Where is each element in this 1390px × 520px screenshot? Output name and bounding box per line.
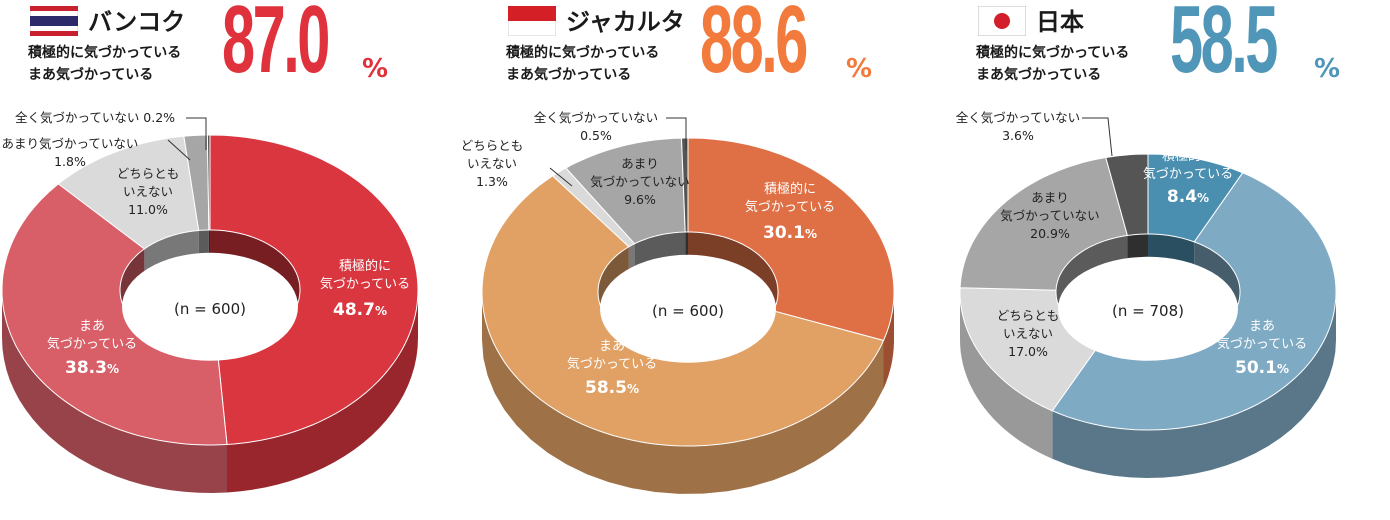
slice-label: 積極的に気づかっている (1143, 148, 1233, 182)
slice-label: 積極的に気づかっている (320, 258, 410, 292)
city-title: 日本 (1036, 8, 1084, 36)
hole (600, 254, 776, 363)
slice-side (960, 292, 1053, 459)
slice-value: 38.3% (65, 358, 119, 378)
panel-jakarta: ジャカルタ 積極的に気づかっている まあ気づかっている 88.6 % (478, 0, 938, 520)
city-title: ジャカルタ (566, 8, 685, 36)
summary-unit: % (1314, 54, 1341, 84)
slice-label: まあ気づかっている (47, 319, 137, 352)
slice-4 (680, 137, 689, 233)
hole (122, 252, 298, 361)
city-title: バンコク (88, 8, 186, 36)
slice-label: 全く気づかっていない 3.6% (956, 110, 1080, 143)
summary-unit: % (362, 54, 389, 84)
leader-line (167, 139, 191, 161)
summary-value: 87.0 (222, 0, 330, 93)
slice-value: 30.1% (763, 223, 817, 243)
summary-unit: % (846, 54, 873, 84)
sample-size-label: (n = 600) (652, 302, 724, 320)
slice-value: 48.7% (333, 300, 387, 320)
sample-size-label: (n = 600) (174, 300, 246, 318)
slice-side (883, 292, 894, 389)
leader-line (549, 167, 573, 187)
slice-label: あまり気づかっていない 1.8% (2, 136, 139, 169)
slice-value: 8.4% (1167, 187, 1209, 207)
thailand-flag-icon (30, 6, 78, 36)
slice-label: 全く気づかっていない 0.5% (534, 110, 658, 143)
slice-label: 全く気づかっていない 0.2% (15, 110, 175, 125)
leader-line (186, 117, 207, 150)
slice-label: まあ気づかっている (567, 339, 657, 372)
slice-label: どちらともいえない 11.0% (117, 166, 180, 217)
slice-value: 58.5% (585, 378, 639, 398)
slice-label: どちらともいえない 1.3% (461, 138, 524, 189)
slice-label: どちらともいえない 17.0% (997, 308, 1060, 359)
panel-japan: 日本 積極的に気づかっている まあ気づかっている 58.5 % (948, 0, 1390, 520)
leader-line (1082, 117, 1113, 157)
summary-value: 58.5 (1170, 0, 1278, 93)
donut-0: (n = 600) (1, 134, 419, 493)
donut-2: (n = 708) (959, 153, 1337, 478)
slice-side (227, 290, 418, 493)
slice-label: まあ気づかっている (1217, 319, 1307, 352)
donut-1: (n = 600) (481, 137, 895, 494)
hole (1058, 256, 1238, 361)
summary-caption: 積極的に気づかっている まあ気づかっている (28, 45, 182, 83)
summary-caption: 積極的に気づかっている まあ気づかっている (506, 45, 660, 83)
slice-label: 積極的に気づかっている (745, 181, 835, 215)
indonesia-flag-icon (508, 6, 556, 36)
slice-4 (1105, 153, 1149, 237)
slice-value: 50.1% (1235, 358, 1289, 378)
summary-caption: 積極的に気づかっている まあ気づかっている (976, 45, 1130, 83)
slice-side (1052, 292, 1336, 478)
slice-label: あまり気づかっていない 9.6% (590, 156, 689, 207)
slice-side (482, 292, 884, 494)
japan-flag-icon (978, 6, 1026, 36)
panel-bangkok: バンコク 積極的に気づかっている まあ気づかっている 87.0 % (0, 0, 460, 520)
sample-size-label: (n = 708) (1112, 302, 1184, 320)
slice-4 (206, 134, 211, 231)
leader-line (666, 117, 687, 150)
slice-label: あまり気づかっていない 20.9% (1000, 190, 1099, 241)
summary-value: 88.6 (700, 0, 808, 93)
